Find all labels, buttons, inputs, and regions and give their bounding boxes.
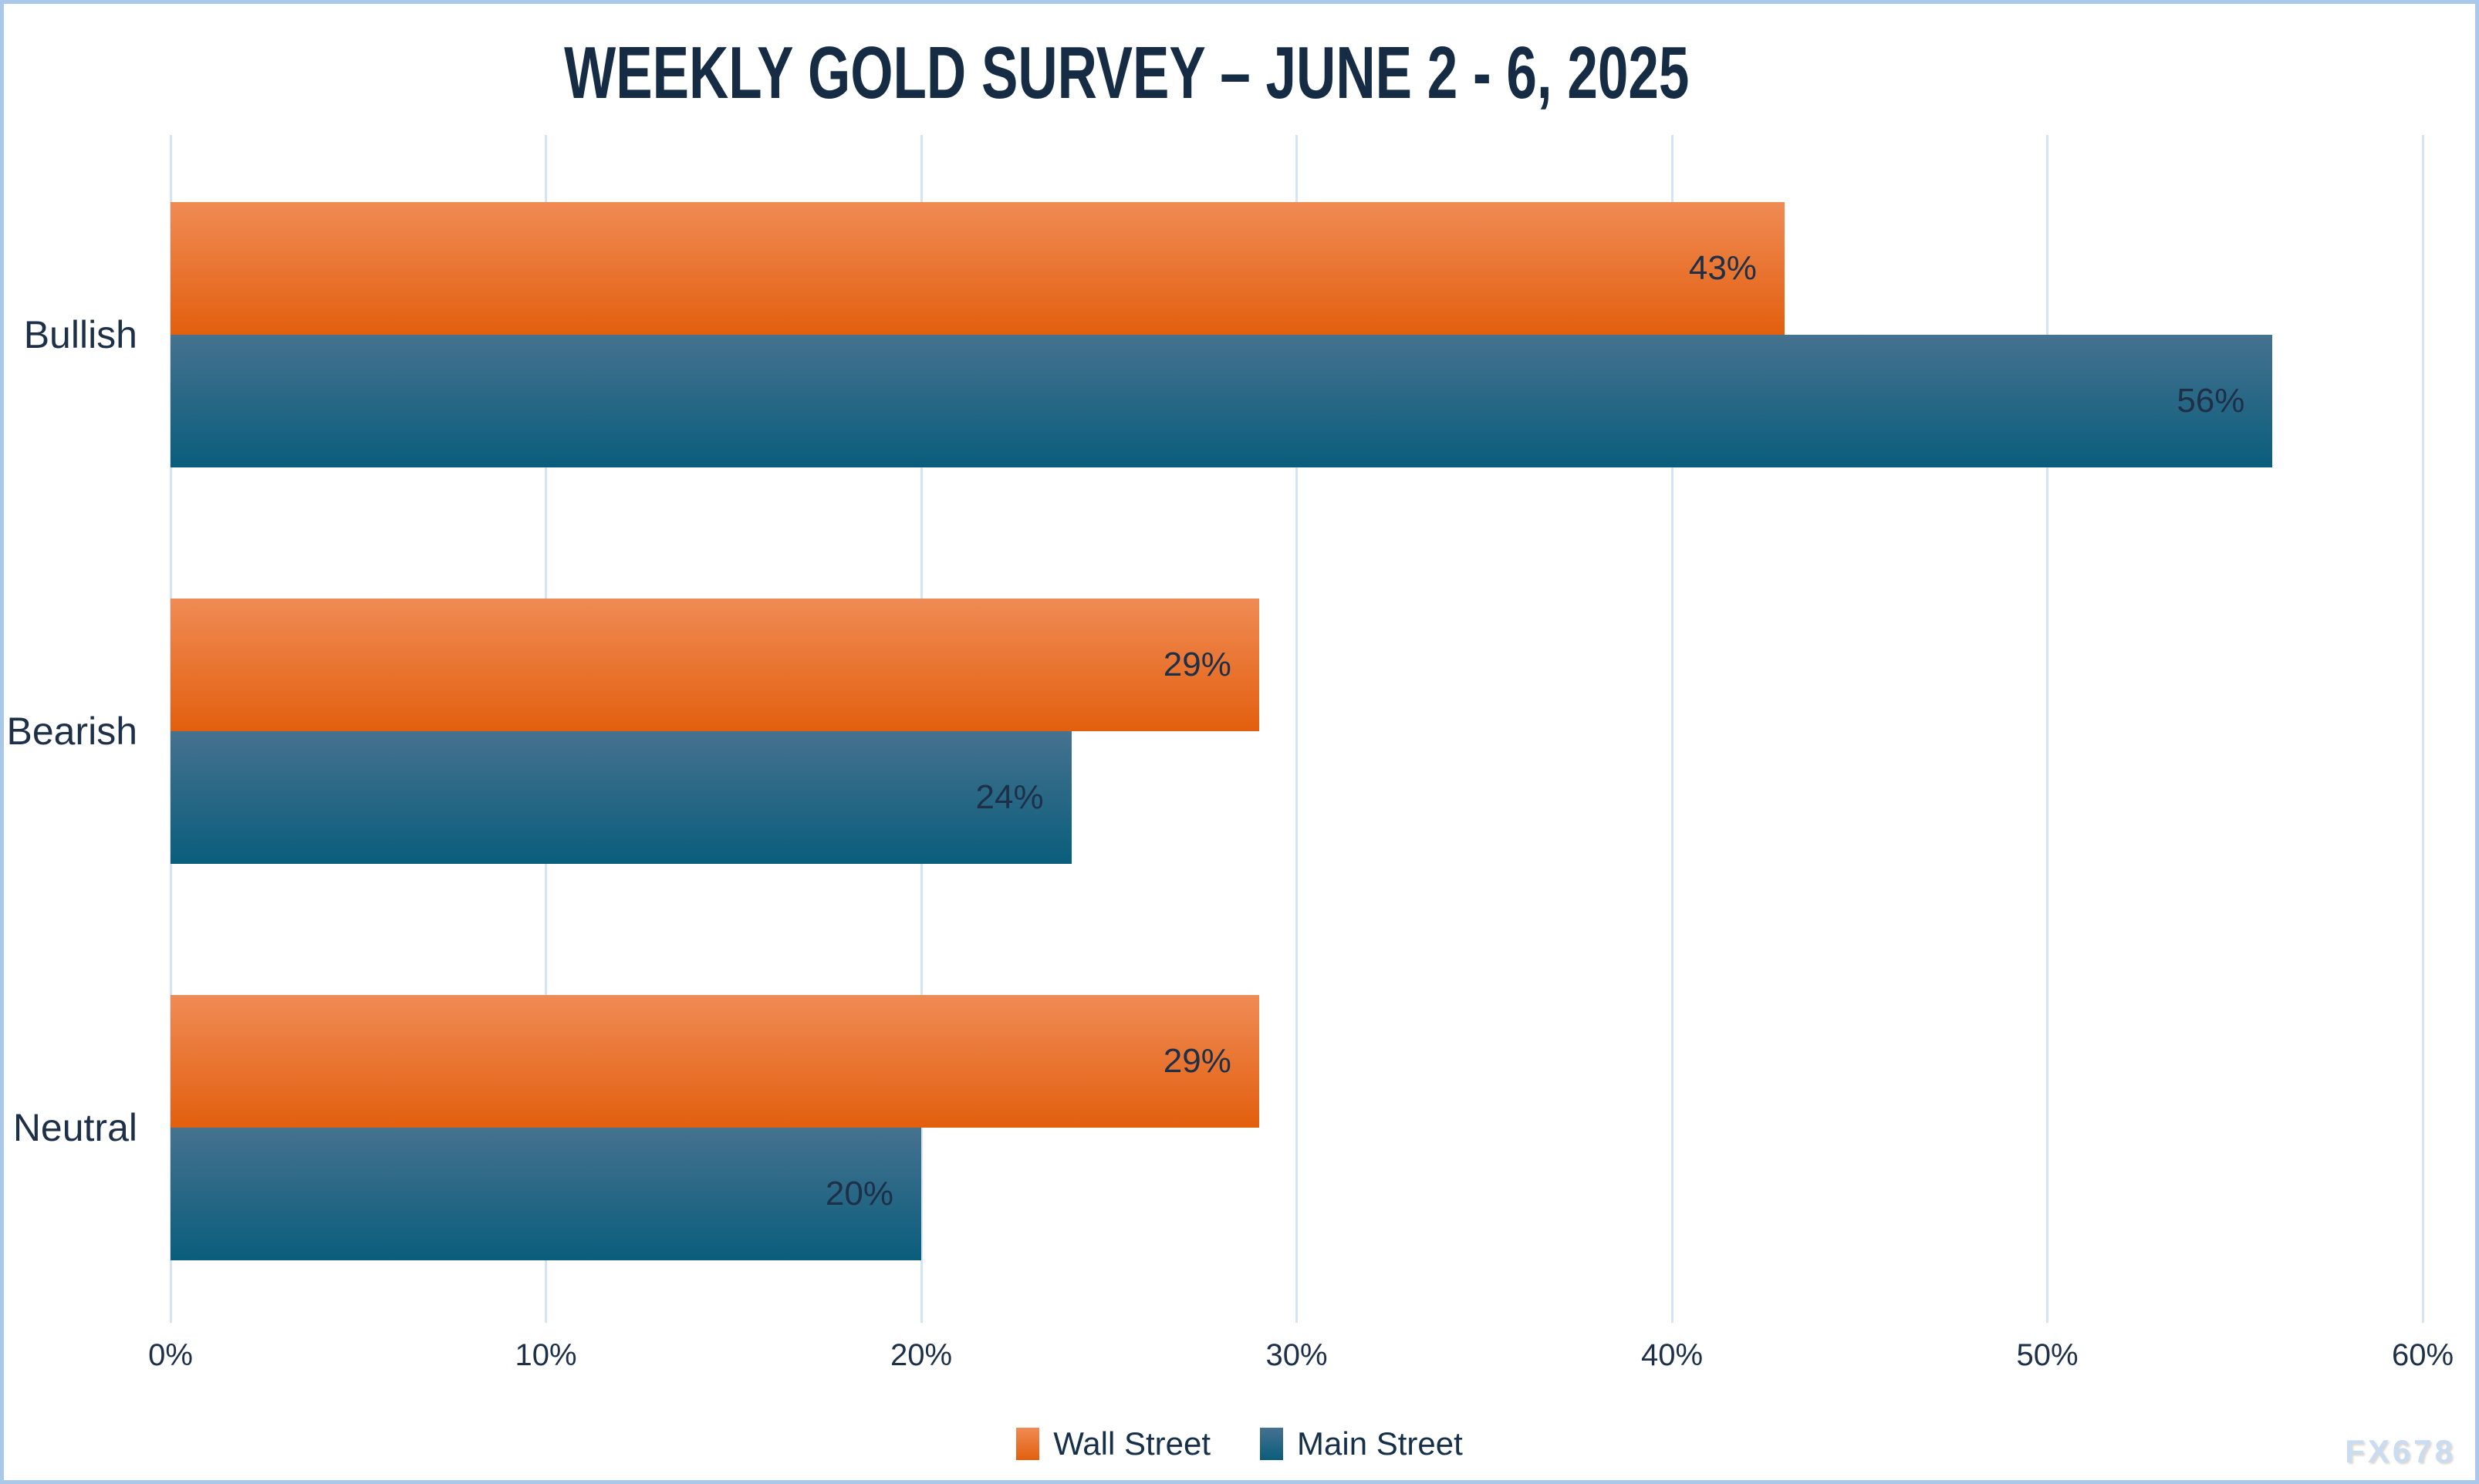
bar-main-street-bearish: 24% <box>171 731 1072 864</box>
legend-item-wall-street: Wall Street <box>1016 1425 1211 1462</box>
gridline-60- <box>2421 135 2424 1323</box>
value-label-wall-street-bullish: 43% <box>1688 249 1757 287</box>
legend-label-wall-street: Wall Street <box>1053 1425 1211 1462</box>
value-label-main-street-bullish: 56% <box>2177 382 2245 420</box>
chart-title: WEEKLY GOLD SURVEY – JUNE 2 - 6, 2025 <box>0 32 2253 114</box>
x-tick-label-10-: 10% <box>515 1338 577 1372</box>
category-label-bearish: Bearish <box>6 710 137 753</box>
gridline-30- <box>1295 135 1298 1323</box>
x-tick-label-60-: 60% <box>2391 1338 2454 1372</box>
x-tick-label-50-: 50% <box>2016 1338 2079 1372</box>
plot-area: 43% 56% 29% 24% 29% 20% <box>169 135 2424 1323</box>
x-tick-label-30-: 30% <box>1265 1338 1328 1372</box>
legend-swatch-main-street <box>1260 1428 1284 1460</box>
category-label-bullish: Bullish <box>23 313 137 356</box>
value-label-main-street-bearish: 24% <box>975 778 1044 816</box>
bar-wall-street-bearish: 29% <box>171 599 1259 731</box>
legend-label-main-street: Main Street <box>1297 1425 1463 1462</box>
chart-title-text: WEEKLY GOLD SURVEY – JUNE 2 - 6, 2025 <box>563 32 1690 114</box>
bar-wall-street-neutral: 29% <box>171 995 1259 1128</box>
value-label-wall-street-neutral: 29% <box>1163 1042 1231 1080</box>
watermark: FX678 <box>2345 1433 2456 1469</box>
category-label-neutral: Neutral <box>12 1106 137 1149</box>
value-label-main-street-neutral: 20% <box>825 1175 893 1212</box>
gridline-50- <box>2046 135 2048 1323</box>
legend: Wall Street Main Street <box>0 1425 2479 1462</box>
legend-swatch-wall-street <box>1016 1428 1040 1460</box>
gridline-40- <box>1670 135 1673 1323</box>
legend-item-main-street: Main Street <box>1260 1425 1463 1462</box>
x-tick-label-40-: 40% <box>1640 1338 1704 1372</box>
x-tick-label-20-: 20% <box>890 1338 953 1372</box>
bar-wall-street-bullish: 43% <box>171 202 1785 335</box>
value-label-wall-street-bearish: 29% <box>1163 646 1231 683</box>
x-tick-label-0-: 0% <box>148 1338 193 1372</box>
bar-main-street-neutral: 20% <box>171 1128 921 1260</box>
bar-main-street-bullish: 56% <box>171 335 2273 467</box>
